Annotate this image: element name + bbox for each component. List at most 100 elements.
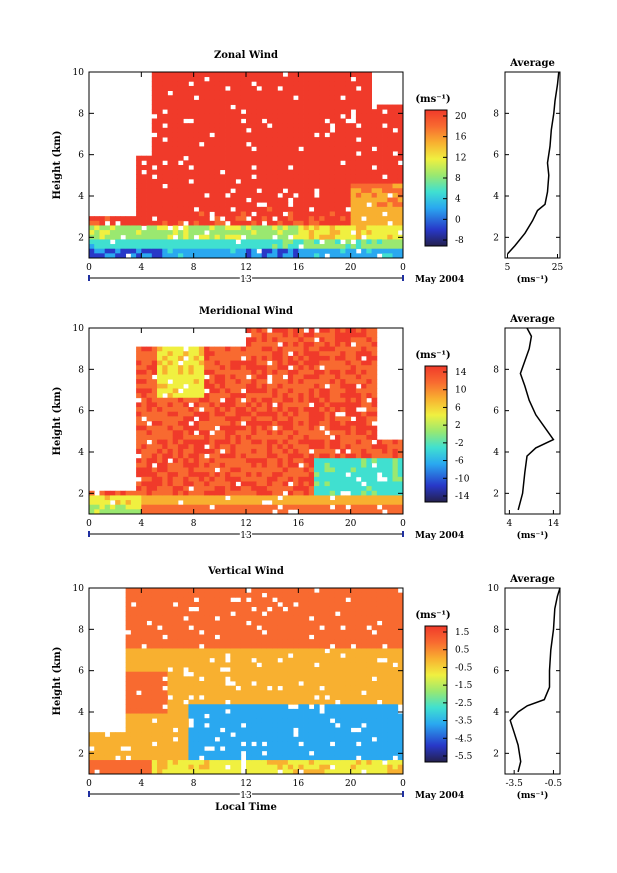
heatmap-cell	[230, 216, 236, 222]
heatmap-cell	[240, 509, 247, 515]
heatmap-cell	[188, 667, 195, 673]
heatmap-cell	[251, 132, 257, 138]
x-tick-label: 4	[138, 519, 144, 529]
heatmap-cell	[293, 346, 299, 352]
heatmap-cell	[261, 332, 268, 338]
heatmap-cell	[355, 192, 362, 198]
heatmap-cell	[329, 216, 336, 222]
x-tick-label: 16	[293, 519, 305, 529]
heatmap-cell	[246, 109, 252, 115]
heatmap-cell	[266, 760, 273, 766]
heatmap-cell	[167, 346, 174, 352]
colorbar	[424, 365, 448, 503]
heatmap-cell	[272, 137, 278, 143]
heatmap-cell	[141, 681, 147, 687]
heatmap-cell	[125, 220, 132, 226]
heatmap-cell	[251, 206, 257, 212]
heatmap-cell	[251, 220, 257, 226]
heatmap-cell	[298, 337, 304, 343]
heatmap-cell	[94, 234, 100, 240]
heatmap-cell	[157, 741, 163, 747]
heatmap-cell	[298, 118, 304, 124]
heatmap-cell	[177, 750, 184, 756]
heatmap-cell	[334, 439, 341, 445]
heatmap-cell	[251, 453, 257, 459]
heatmap-cell	[167, 95, 174, 101]
heatmap-cell	[314, 178, 320, 184]
heatmap-cell	[141, 713, 147, 719]
heatmap-cell	[172, 718, 179, 724]
heatmap-cell	[204, 365, 210, 371]
heatmap-cell	[193, 355, 200, 361]
heatmap-cell	[193, 104, 200, 110]
heatmap-cell	[162, 216, 168, 222]
heatmap-cell	[188, 713, 195, 719]
heatmap-cell	[209, 601, 215, 607]
heatmap-cell	[350, 411, 357, 417]
heatmap-cell	[198, 662, 205, 668]
heatmap-cell	[246, 383, 252, 389]
heatmap-cell	[188, 197, 195, 203]
heatmap-cell	[183, 694, 189, 700]
heatmap-cell	[246, 504, 252, 510]
heatmap-cell	[198, 611, 205, 617]
heatmap-cell	[204, 643, 210, 649]
heatmap-cell	[261, 434, 268, 440]
heatmap-cell	[282, 411, 289, 417]
heatmap-cell	[130, 230, 137, 236]
heatmap-cell	[387, 169, 393, 175]
heatmap-cell	[172, 369, 179, 375]
heatmap-cell	[277, 178, 284, 184]
heatmap-cell	[361, 220, 367, 226]
heatmap-cell	[146, 178, 153, 184]
heatmap-cell	[188, 736, 195, 742]
heatmap-cell	[209, 383, 215, 389]
heatmap-cell	[230, 690, 236, 696]
heatmap-cell	[366, 434, 372, 440]
heatmap-cell	[324, 434, 331, 440]
heatmap-cell	[256, 434, 263, 440]
heatmap-cell	[334, 76, 341, 82]
heatmap-cell	[266, 671, 273, 677]
heatmap-cell	[115, 500, 121, 506]
heatmap-cell	[324, 146, 331, 152]
heatmap-cell	[125, 727, 132, 733]
heatmap-cell	[319, 174, 325, 180]
heatmap-cell	[235, 681, 242, 687]
heatmap-cell	[177, 72, 184, 78]
heatmap-cell	[382, 220, 388, 226]
heatmap-cell	[219, 346, 226, 352]
heatmap-cell	[287, 448, 294, 454]
heatmap-cell	[261, 755, 268, 761]
heatmap-cell	[157, 81, 163, 87]
heatmap-cell	[177, 393, 184, 399]
heatmap-cell	[167, 397, 174, 403]
heatmap-cell	[157, 248, 163, 254]
heatmap-cell	[141, 393, 147, 399]
heatmap-cell	[198, 500, 205, 506]
heatmap-cell	[282, 407, 289, 413]
heatmap-cell	[324, 462, 331, 468]
heatmap-cell	[334, 225, 341, 231]
x-tick-label: 16	[293, 263, 305, 273]
heatmap-cell	[272, 332, 278, 338]
heatmap-cell	[366, 355, 372, 361]
heatmap-cell	[376, 174, 383, 180]
heatmap-cell	[334, 416, 341, 422]
heatmap-cell	[392, 453, 399, 459]
heatmap-cell	[376, 188, 383, 194]
heatmap-cell	[177, 467, 184, 473]
heatmap-cell	[277, 430, 284, 436]
heatmap-cell	[141, 509, 147, 515]
heatmap-cell	[214, 718, 221, 724]
heatmap-cell	[298, 341, 304, 347]
heatmap-cell	[324, 127, 331, 133]
heatmap-cell	[329, 416, 336, 422]
heatmap-cell	[261, 397, 268, 403]
heatmap-cell	[329, 332, 336, 338]
heatmap-cell	[225, 416, 231, 422]
heatmap-cell	[340, 174, 346, 180]
heatmap-cell	[319, 467, 325, 473]
heatmap-cell	[340, 81, 346, 87]
heatmap-cell	[214, 592, 221, 598]
